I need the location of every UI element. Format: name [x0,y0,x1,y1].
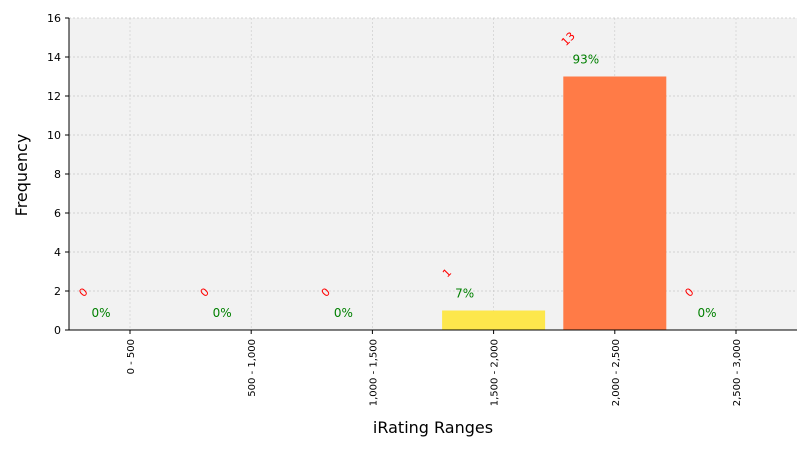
y-tick-label: 14 [47,51,61,64]
percent-label: 93% [572,53,599,67]
x-tick-label: 2,000 - 2,500 [611,339,622,406]
x-axis-label: iRating Ranges [373,418,493,437]
y-tick-label: 6 [54,207,61,220]
y-tick-label: 10 [47,129,61,142]
percent-label: 0% [91,306,110,320]
percent-label: 0% [334,306,353,320]
bar [563,76,667,330]
bars [442,76,667,330]
y-tick-label: 2 [54,285,61,298]
y-tick-label: 12 [47,90,61,103]
y-tick-label: 4 [54,246,61,259]
x-tick-labels: 0 - 500 500 - 1,000 1,000 - 1,500 1,500 - 2… [126,330,743,406]
y-tick-label: 8 [54,168,61,181]
bar [442,310,546,330]
percent-label: 7% [455,287,474,301]
percent-label: 0% [697,306,716,320]
percent-label: 0% [213,306,232,320]
x-tick-label: 500 - 1,000 [247,339,258,397]
x-tick-label: 1,500 - 2,000 [490,339,501,406]
y-tick-label: 0 [54,324,61,337]
x-tick-label: 0 - 500 [126,339,137,374]
x-tick-label: 1,000 - 1,500 [368,339,379,406]
y-tick-labels: 0 2 4 6 8 10 12 14 16 [47,12,69,337]
y-tick-label: 16 [47,12,61,25]
y-axis-label: Frequency [12,134,31,217]
x-tick-label: 2,500 - 3,000 [732,339,743,406]
